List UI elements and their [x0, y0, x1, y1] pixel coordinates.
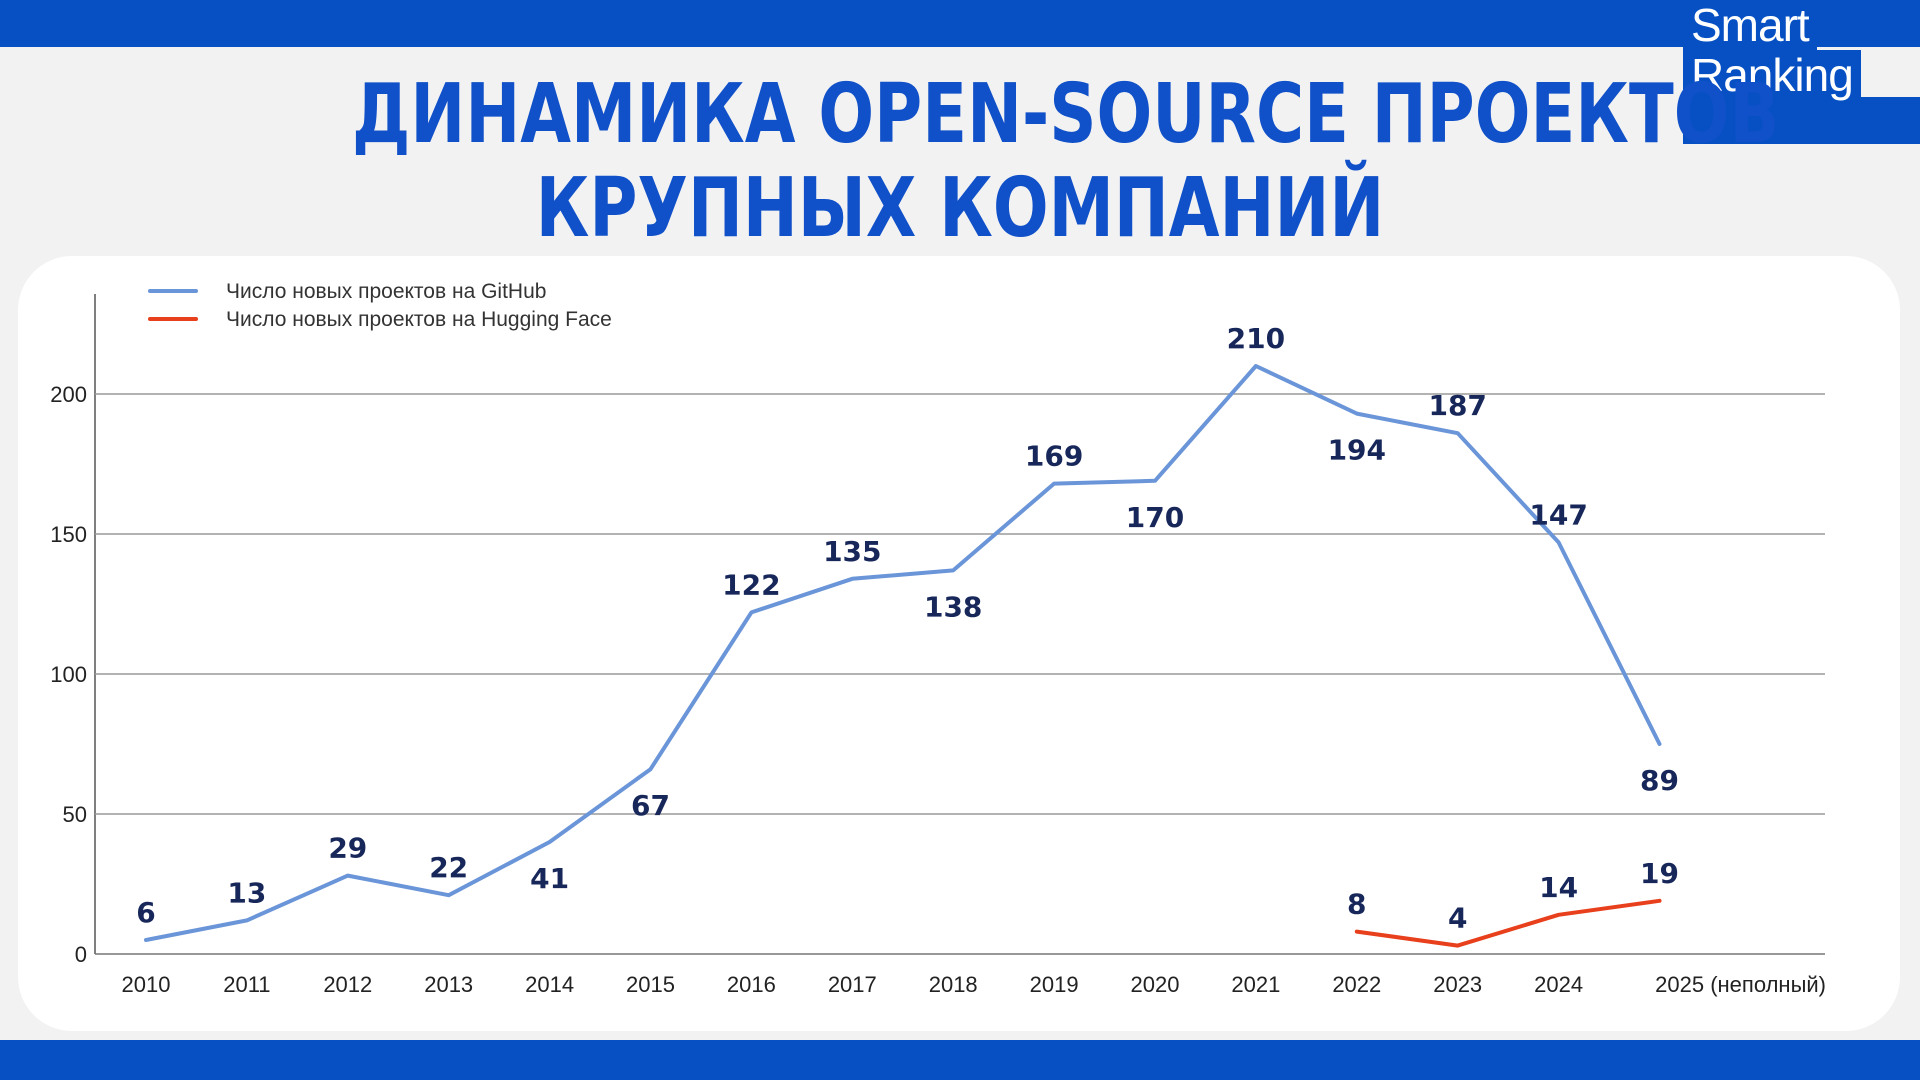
huggingface-series-line [1354, 898, 1662, 948]
bottom-banner-bar [0, 1040, 1920, 1080]
data-label: 170 [1126, 501, 1184, 534]
data-label: 187 [1428, 389, 1486, 422]
data-label: 147 [1529, 498, 1587, 531]
x-tick-label: 2011 [223, 972, 270, 997]
data-label: 41 [530, 862, 569, 895]
y-tick-label: 100 [50, 662, 87, 687]
logo-block [1683, 97, 1920, 144]
x-tick-label: 2012 [323, 972, 372, 997]
logo-text-smart: Smart [1683, 0, 1817, 50]
x-tick-label: 2018 [929, 972, 978, 997]
data-label: 8 [1347, 888, 1366, 921]
x-tick-label: 2013 [424, 972, 473, 997]
smart-ranking-logo: Smart Ranking [1683, 0, 1920, 144]
data-label: 14 [1539, 871, 1578, 904]
x-tick-label: 2015 [626, 972, 675, 997]
data-label: 6 [136, 896, 155, 929]
x-tick-label: 2023 [1433, 972, 1482, 997]
x-tick-label: 2014 [525, 972, 574, 997]
data-label: 89 [1640, 764, 1679, 797]
data-label: 22 [429, 851, 468, 884]
data-label: 13 [227, 876, 266, 909]
x-tick-label: 2022 [1332, 972, 1381, 997]
data-label: 67 [631, 789, 670, 822]
data-label: 194 [1328, 434, 1386, 467]
data-label: 19 [1640, 857, 1679, 890]
x-tick-label: 2025 (неполный) [1655, 972, 1826, 997]
y-tick-label: 200 [50, 382, 87, 407]
y-tick-label: 0 [75, 942, 87, 967]
chart-card: 0 50 100 150 200 2010 2011 2012 2013 2014 2015 2016… [18, 256, 1900, 1031]
x-tick-label: 2010 [122, 972, 171, 997]
legend-label: Число новых проектов на Hugging Face [226, 308, 612, 331]
data-label: 4 [1448, 902, 1467, 935]
x-tick-label: 2016 [727, 972, 776, 997]
top-banner-bar [0, 0, 1920, 47]
data-label: 138 [924, 590, 982, 623]
y-tick-label: 150 [50, 522, 87, 547]
x-tick-label: 2021 [1231, 972, 1280, 997]
data-label: 169 [1025, 440, 1083, 473]
y-tick-label: 50 [63, 802, 87, 827]
data-label: 29 [328, 832, 367, 865]
logo-text-ranking: Ranking [1683, 50, 1861, 100]
title-line-2: КРУПНЫХ КОМПАНИЙ [535, 161, 1385, 256]
x-tick-label: 2020 [1131, 972, 1180, 997]
line-chart: 0 50 100 150 200 2010 2011 2012 2013 2014 2015 2016… [50, 280, 1826, 997]
github-series-line [144, 364, 1662, 942]
legend-label: Число новых проектов на GitHub [226, 280, 546, 303]
page-title: ДИНАМИКА OPEN-SOURCE ПРОЕКТОВ КРУПНЫХ КО… [352, 67, 1780, 256]
data-label: 135 [823, 535, 881, 568]
x-tick-label: 2017 [828, 972, 877, 997]
x-tick-label: 2019 [1030, 972, 1079, 997]
x-tick-label: 2024 [1534, 972, 1583, 997]
data-label: 122 [722, 568, 780, 601]
data-label: 210 [1227, 322, 1285, 355]
title-line-1: ДИНАМИКА OPEN-SOURCE ПРОЕКТОВ [352, 67, 1780, 162]
